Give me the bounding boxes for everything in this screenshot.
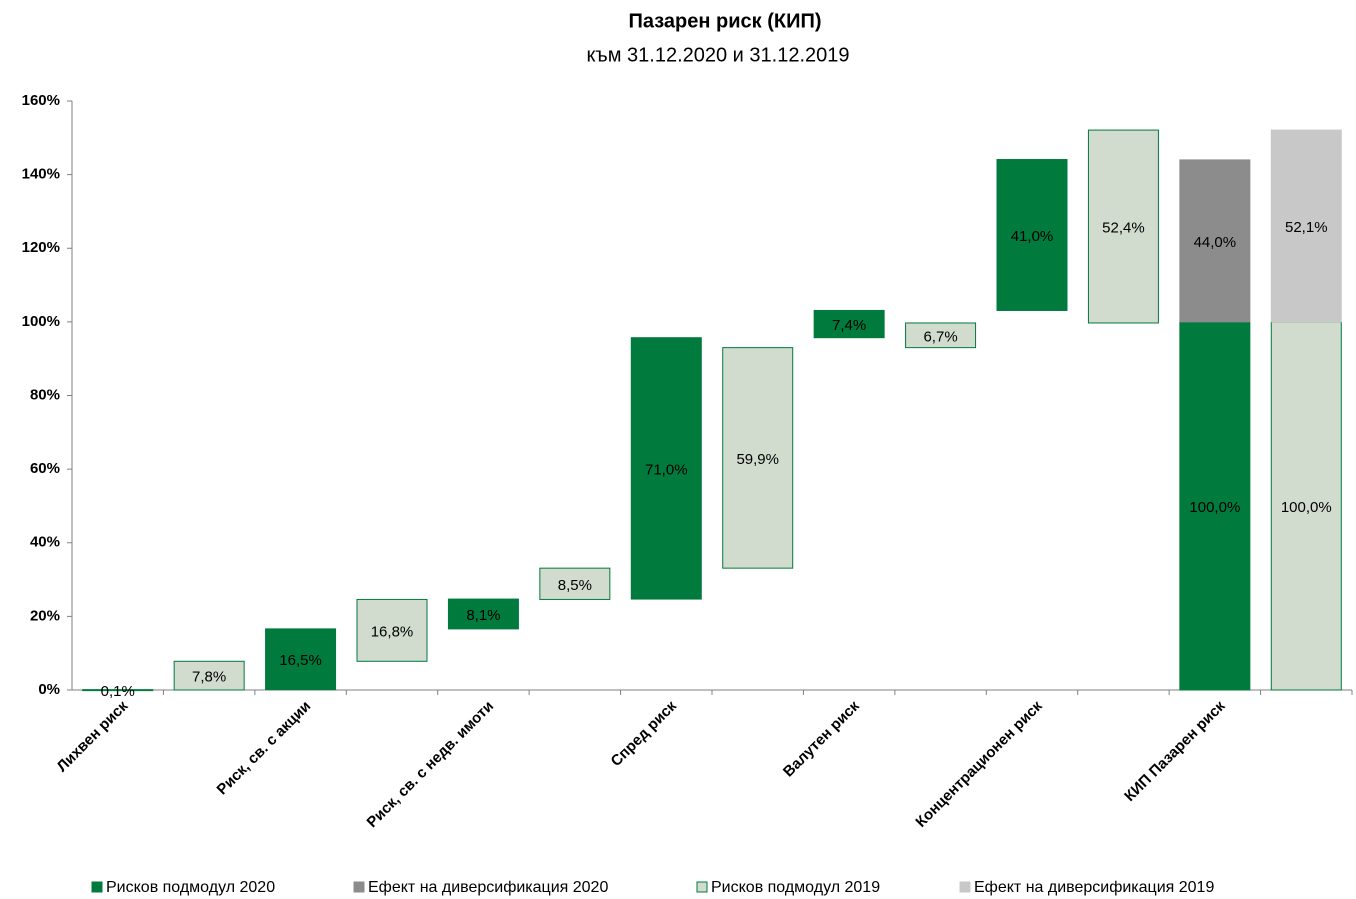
y-tick-label: 0%	[38, 681, 60, 698]
bar	[447, 598, 519, 630]
chart-title: Пазарен риск (КИП)	[629, 10, 822, 32]
y-tick-label: 120%	[22, 239, 60, 256]
legend-swatch	[696, 881, 708, 893]
y-tick-label: 40%	[30, 534, 60, 551]
bar	[1270, 321, 1342, 691]
y-tick-label: 80%	[30, 386, 60, 403]
value-label: 7,4%	[832, 317, 866, 334]
legend-label: Ефект на диверсификация 2020	[368, 879, 608, 896]
value-label: 59,9%	[736, 451, 779, 468]
x-tick-label: Валутен риск	[780, 697, 863, 780]
bar	[722, 347, 794, 569]
y-tick-label: 60%	[30, 460, 60, 477]
legend-swatch	[353, 881, 365, 893]
value-label: 41,0%	[1011, 228, 1054, 245]
value-label: 44,0%	[1194, 234, 1237, 251]
value-label: 8,1%	[466, 607, 500, 624]
bar	[173, 660, 245, 691]
x-tick-label: КИП Пазарен риск	[1121, 697, 1229, 805]
bar	[996, 159, 1068, 311]
x-tick-label: Спред риск	[608, 697, 681, 770]
value-label: 6,7%	[923, 328, 957, 345]
legend-label: Рисков подмодул 2019	[711, 879, 880, 896]
value-label: 7,8%	[192, 669, 226, 686]
value-label: 16,8%	[371, 623, 414, 640]
x-tick-label: Концентрационен риск	[912, 697, 1046, 831]
bar	[356, 598, 428, 662]
bar	[1087, 129, 1159, 324]
chart-subtitle: към 31.12.2020 и 31.12.2019	[586, 44, 849, 66]
x-tick-label: Лихвен риск	[54, 697, 132, 775]
value-label: 100,0%	[1189, 499, 1240, 516]
legend-swatch	[91, 881, 103, 893]
bar	[905, 322, 977, 349]
legend-label: Ефект на диверсификация 2019	[974, 879, 1214, 896]
y-tick-label: 160%	[22, 92, 60, 109]
value-label: 8,5%	[558, 577, 592, 594]
bar	[265, 628, 337, 691]
bar	[813, 309, 885, 339]
x-tick-label: Риск, св. с акции	[214, 698, 315, 799]
value-label: 16,5%	[279, 652, 322, 669]
bar	[630, 337, 702, 600]
value-label: 52,1%	[1285, 219, 1328, 236]
y-tick-label: 140%	[22, 166, 60, 183]
value-label: 100,0%	[1281, 499, 1332, 516]
x-tick-label: Риск, св. с недв. имоти	[364, 698, 497, 831]
value-label: 71,0%	[645, 461, 688, 478]
legend-label: Рисков подмодул 2020	[106, 879, 275, 896]
bar	[82, 689, 154, 692]
legend-swatch	[959, 881, 971, 893]
y-tick-label: 100%	[22, 313, 60, 330]
bar	[539, 567, 611, 600]
bar	[1179, 321, 1251, 691]
y-tick-label: 20%	[30, 607, 60, 624]
value-label: 0,1%	[101, 683, 135, 700]
value-label: 52,4%	[1102, 219, 1145, 236]
bar	[1179, 159, 1251, 323]
bar	[1270, 129, 1342, 323]
